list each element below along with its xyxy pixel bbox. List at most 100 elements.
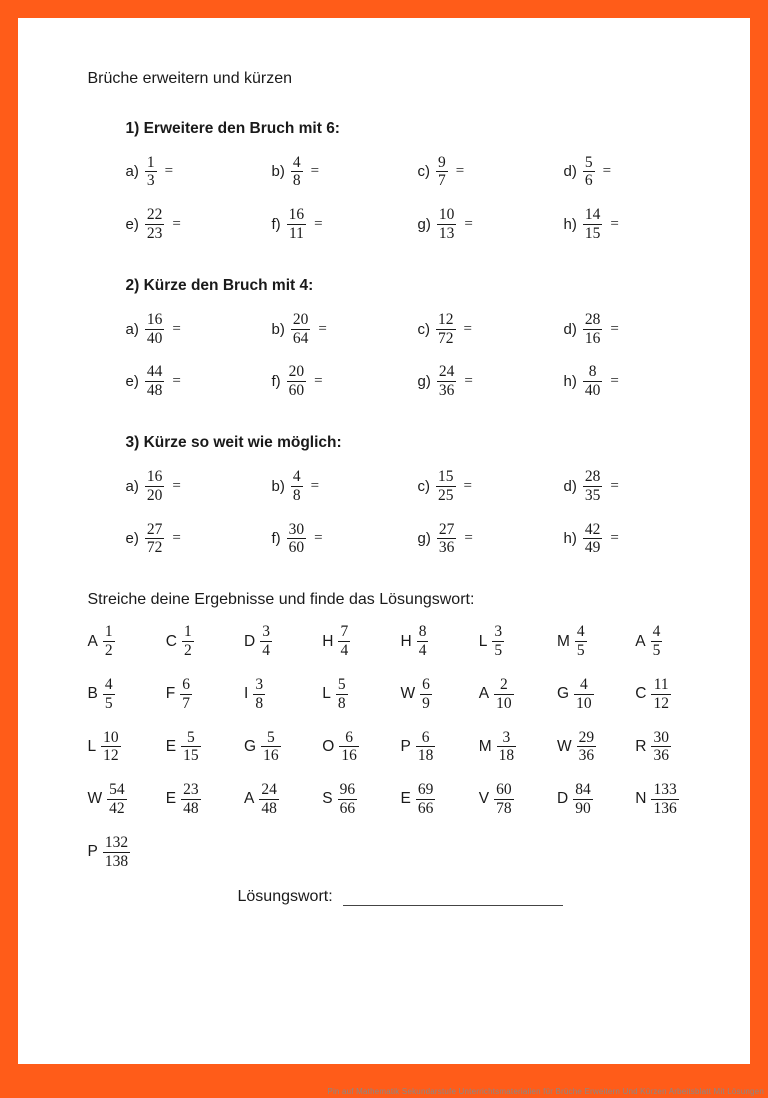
equals-sign: = [610, 216, 618, 233]
problem-label: b) [272, 163, 285, 180]
problem: c)97= [418, 154, 564, 191]
fraction: 133136 [651, 781, 678, 818]
problem: b)2064= [272, 311, 418, 348]
fraction: 69 [420, 676, 432, 713]
problem: g)2736= [418, 521, 564, 558]
equals-sign: = [610, 478, 618, 495]
numerator: 29 [577, 729, 597, 747]
equals-sign: = [172, 321, 180, 338]
section-heading: 3) Kürze so weit wie möglich: [126, 434, 710, 452]
numerator: 5 [185, 729, 197, 747]
numerator: 5 [336, 676, 348, 694]
problem: g)1013= [418, 206, 564, 243]
solution-item: C12 [166, 623, 240, 660]
solution-letter: V [479, 790, 489, 808]
fraction: 2772 [145, 521, 165, 558]
denominator: 8 [253, 694, 265, 713]
problem: a)1640= [126, 311, 272, 348]
fraction: 58 [336, 676, 348, 713]
fraction: 1272 [436, 311, 456, 348]
fraction: 34 [260, 623, 272, 660]
fraction: 6966 [416, 781, 436, 818]
solution-item: P132138 [88, 834, 162, 871]
solution-letter: O [322, 738, 334, 756]
solution-letter: A [244, 790, 254, 808]
fraction: 48 [291, 468, 303, 505]
solution-letter: W [88, 790, 103, 808]
solution-item: W5442 [88, 781, 162, 818]
fraction: 12 [103, 623, 115, 660]
denominator: 13 [437, 224, 457, 243]
numerator: 27 [437, 521, 457, 539]
solution-letter: W [557, 738, 572, 756]
fraction: 6078 [494, 781, 514, 818]
denominator: 3 [145, 171, 157, 190]
numerator: 69 [416, 781, 436, 799]
fraction: 13 [145, 154, 157, 191]
solution-row: Lösungswort: [88, 888, 710, 906]
numerator: 6 [420, 729, 432, 747]
problem: c)1272= [418, 311, 564, 348]
denominator: 42 [107, 799, 127, 818]
solution-label: Lösungswort: [238, 888, 333, 906]
solution-item: E 6966 [401, 781, 475, 818]
fraction: 1415 [583, 206, 603, 243]
fraction: 1620 [145, 468, 165, 505]
numerator: 23 [181, 781, 201, 799]
solution-letter: W [401, 685, 416, 703]
solution-item: E515 [166, 729, 240, 766]
instruction-text: Streiche deine Ergebnisse und finde das … [88, 591, 710, 609]
fraction: 410 [574, 676, 594, 713]
numerator: 132 [103, 834, 130, 852]
fraction: 56 [583, 154, 595, 191]
numerator: 4 [291, 468, 303, 486]
problem-label: e) [126, 216, 139, 233]
numerator: 42 [583, 521, 603, 539]
problem: e)4448= [126, 363, 272, 400]
denominator: 72 [145, 538, 165, 557]
problem: a)13= [126, 154, 272, 191]
denominator: 78 [494, 799, 514, 818]
numerator: 8 [417, 623, 429, 641]
fraction: 318 [497, 729, 517, 766]
fraction: 2736 [437, 521, 457, 558]
problem-label: a) [126, 478, 139, 495]
problem-label: b) [272, 478, 285, 495]
solution-item: F67 [166, 676, 240, 713]
denominator: 11 [287, 224, 306, 243]
problem-label: h) [564, 530, 577, 547]
denominator: 90 [573, 799, 593, 818]
equals-sign: = [314, 530, 322, 547]
solution-grid: A12C12D34H74H84L35M45A45B45F67I38L58W69A… [88, 623, 710, 870]
equals-sign: = [311, 478, 319, 495]
denominator: 12 [651, 694, 671, 713]
numerator: 4 [291, 154, 303, 172]
numerator: 5 [583, 154, 595, 172]
denominator: 40 [145, 329, 165, 348]
solution-item: C1112 [635, 676, 709, 713]
fraction: 67 [180, 676, 192, 713]
solution-letter: C [166, 633, 177, 651]
problem-label: f) [272, 216, 281, 233]
denominator: 10 [574, 694, 594, 713]
exercise-section: 3) Kürze so weit wie möglich: a) 1620 = b) 48… [88, 434, 710, 557]
solution-letter: E [401, 790, 411, 808]
equals-sign: = [172, 478, 180, 495]
solution-item: P618 [401, 729, 475, 766]
equals-sign: = [172, 216, 180, 233]
denominator: 15 [181, 746, 201, 765]
denominator: 48 [259, 799, 279, 818]
numerator: 20 [291, 311, 311, 329]
equals-sign: = [610, 373, 618, 390]
fraction: 45 [651, 623, 663, 660]
numerator: 24 [259, 781, 279, 799]
fraction: 1012 [101, 729, 121, 766]
denominator: 8 [291, 171, 303, 190]
problem: e)2772= [126, 521, 272, 558]
denominator: 18 [416, 746, 436, 765]
numerator: 4 [651, 623, 663, 641]
numerator: 24 [437, 363, 457, 381]
solution-letter: I [244, 685, 248, 703]
denominator: 36 [651, 746, 671, 765]
denominator: 10 [494, 694, 514, 713]
